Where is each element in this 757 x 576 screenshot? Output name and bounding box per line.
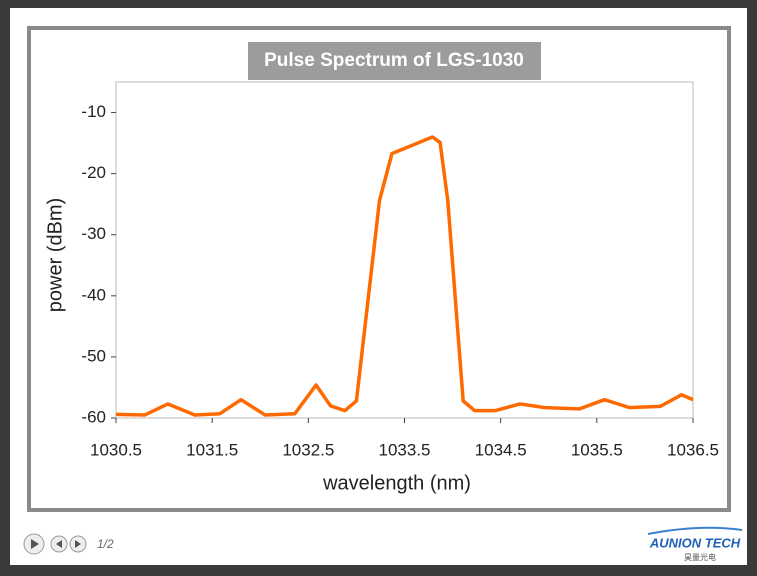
play-icon <box>31 539 39 549</box>
spectrum-line <box>115 135 694 417</box>
x-tick-label: 1035.5 <box>571 440 623 459</box>
chart-title: Pulse Spectrum of LGS-1030 <box>264 50 524 71</box>
x-tick-label: 1033.5 <box>379 440 431 459</box>
y-tick-label: -10 <box>81 102 106 121</box>
logo-swoosh <box>647 526 743 535</box>
logo-subtitle: 昊量光电 <box>684 552 716 562</box>
y-tick-label: -30 <box>81 224 106 243</box>
x-tick-label: 1031.5 <box>186 440 238 459</box>
x-tick-label: 1032.5 <box>282 440 334 459</box>
plot-area <box>115 81 694 419</box>
title-box <box>248 42 541 80</box>
logo-name: AUNION TECH <box>649 535 741 550</box>
y-tick-label: -40 <box>81 285 106 304</box>
page-counter: 1/2 <box>97 537 114 551</box>
y-tick-label: -50 <box>81 346 106 365</box>
x-tick-label: 1034.5 <box>475 440 527 459</box>
y-tick-label: -60 <box>81 407 106 426</box>
x-axis-label: wavelength (nm) <box>322 472 471 494</box>
y-axis-label: power (dBm) <box>44 198 66 312</box>
x-tick-label: 1036.5 <box>667 440 719 459</box>
y-tick-label: -20 <box>81 163 106 182</box>
x-tick-label: 1030.5 <box>90 440 142 459</box>
prev-icon <box>56 540 62 548</box>
next-icon <box>75 540 81 548</box>
